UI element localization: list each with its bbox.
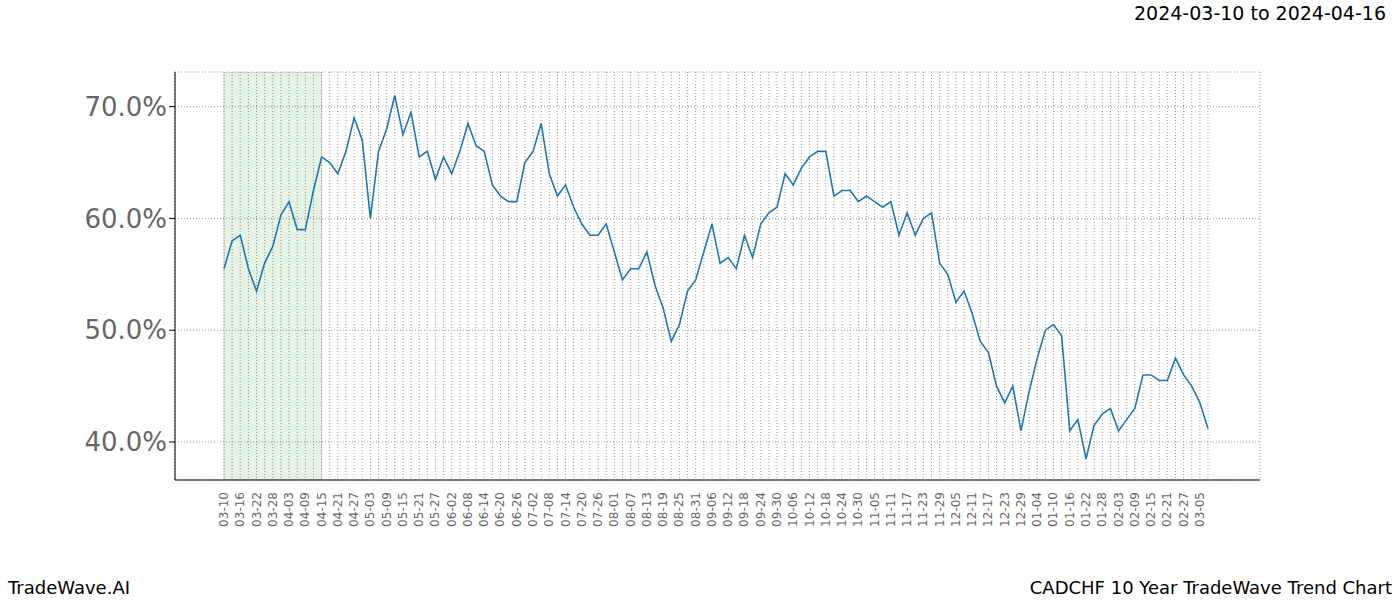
svg-text:01-10: 01-10 (1046, 492, 1060, 527)
svg-text:70.0%: 70.0% (84, 92, 167, 122)
svg-text:04-09: 04-09 (298, 492, 312, 527)
svg-text:12-23: 12-23 (998, 492, 1012, 527)
svg-text:02-21: 02-21 (1160, 492, 1174, 527)
svg-text:08-19: 08-19 (656, 492, 670, 527)
svg-text:08-01: 08-01 (607, 492, 621, 527)
svg-text:06-02: 06-02 (445, 492, 459, 527)
svg-text:12-11: 12-11 (965, 492, 979, 527)
svg-text:40.0%: 40.0% (84, 427, 167, 457)
svg-text:04-21: 04-21 (331, 492, 345, 527)
svg-text:10-24: 10-24 (835, 492, 849, 527)
svg-text:11-05: 11-05 (868, 492, 882, 527)
svg-text:03-16: 03-16 (233, 492, 247, 527)
svg-text:10-30: 10-30 (851, 492, 865, 527)
svg-text:06-08: 06-08 (461, 492, 475, 527)
svg-text:60.0%: 60.0% (84, 204, 167, 234)
svg-text:05-09: 05-09 (380, 492, 394, 527)
svg-text:05-21: 05-21 (412, 492, 426, 527)
svg-text:01-04: 01-04 (1030, 492, 1044, 527)
svg-text:06-20: 06-20 (493, 492, 507, 527)
svg-text:02-15: 02-15 (1144, 492, 1158, 527)
svg-text:07-26: 07-26 (591, 492, 605, 527)
svg-text:09-30: 09-30 (770, 492, 784, 527)
svg-text:09-06: 09-06 (705, 492, 719, 527)
svg-text:04-15: 04-15 (315, 492, 329, 527)
svg-text:12-05: 12-05 (949, 492, 963, 527)
svg-text:03-22: 03-22 (250, 492, 264, 527)
svg-text:01-28: 01-28 (1095, 492, 1109, 527)
html-text:2024-03-10 to 2024-04-16: 2024-03-10 to 2024-04-16 (1134, 2, 1386, 24)
svg-text:08-31: 08-31 (689, 492, 703, 527)
svg-text:10-18: 10-18 (819, 492, 833, 527)
svg-text:06-26: 06-26 (510, 492, 524, 527)
svg-text:07-20: 07-20 (575, 492, 589, 527)
svg-text:01-16: 01-16 (1063, 492, 1077, 527)
svg-text:08-25: 08-25 (672, 492, 686, 527)
svg-text:12-29: 12-29 (1014, 492, 1028, 527)
svg-text:03-10: 03-10 (217, 492, 231, 527)
svg-text:11-23: 11-23 (916, 492, 930, 527)
svg-text:09-18: 09-18 (737, 492, 751, 527)
svg-text:02-27: 02-27 (1177, 492, 1191, 527)
svg-text:07-08: 07-08 (542, 492, 556, 527)
svg-text:05-27: 05-27 (428, 492, 442, 527)
svg-text:11-29: 11-29 (933, 492, 947, 527)
svg-text:02-03: 02-03 (1112, 492, 1126, 527)
svg-text:08-07: 08-07 (624, 492, 638, 527)
svg-text:07-14: 07-14 (559, 492, 573, 527)
svg-text:03-05: 03-05 (1193, 492, 1207, 527)
svg-text:04-27: 04-27 (347, 492, 361, 527)
html-text:TradeWave.AI: TradeWave.AI (8, 577, 130, 598)
svg-text:05-15: 05-15 (396, 492, 410, 527)
svg-text:08-13: 08-13 (640, 492, 654, 527)
svg-text:10-12: 10-12 (803, 492, 817, 527)
svg-text:06-14: 06-14 (477, 492, 491, 527)
svg-text:03-28: 03-28 (266, 492, 280, 527)
svg-text:05-03: 05-03 (363, 492, 377, 527)
svg-text:07-02: 07-02 (526, 492, 540, 527)
svg-text:04-03: 04-03 (282, 492, 296, 527)
svg-text:50.0%: 50.0% (84, 315, 167, 345)
svg-text:09-12: 09-12 (721, 492, 735, 527)
svg-text:11-17: 11-17 (900, 492, 914, 527)
svg-text:12-17: 12-17 (981, 492, 995, 527)
svg-text:01-22: 01-22 (1079, 492, 1093, 527)
html-text:CADCHF 10 Year TradeWave Trend: CADCHF 10 Year TradeWave Trend Chart (1029, 577, 1392, 598)
svg-text:11-11: 11-11 (884, 492, 898, 527)
svg-text:09-24: 09-24 (754, 492, 768, 527)
svg-text:10-06: 10-06 (786, 492, 800, 527)
svg-text:02-09: 02-09 (1128, 492, 1142, 527)
